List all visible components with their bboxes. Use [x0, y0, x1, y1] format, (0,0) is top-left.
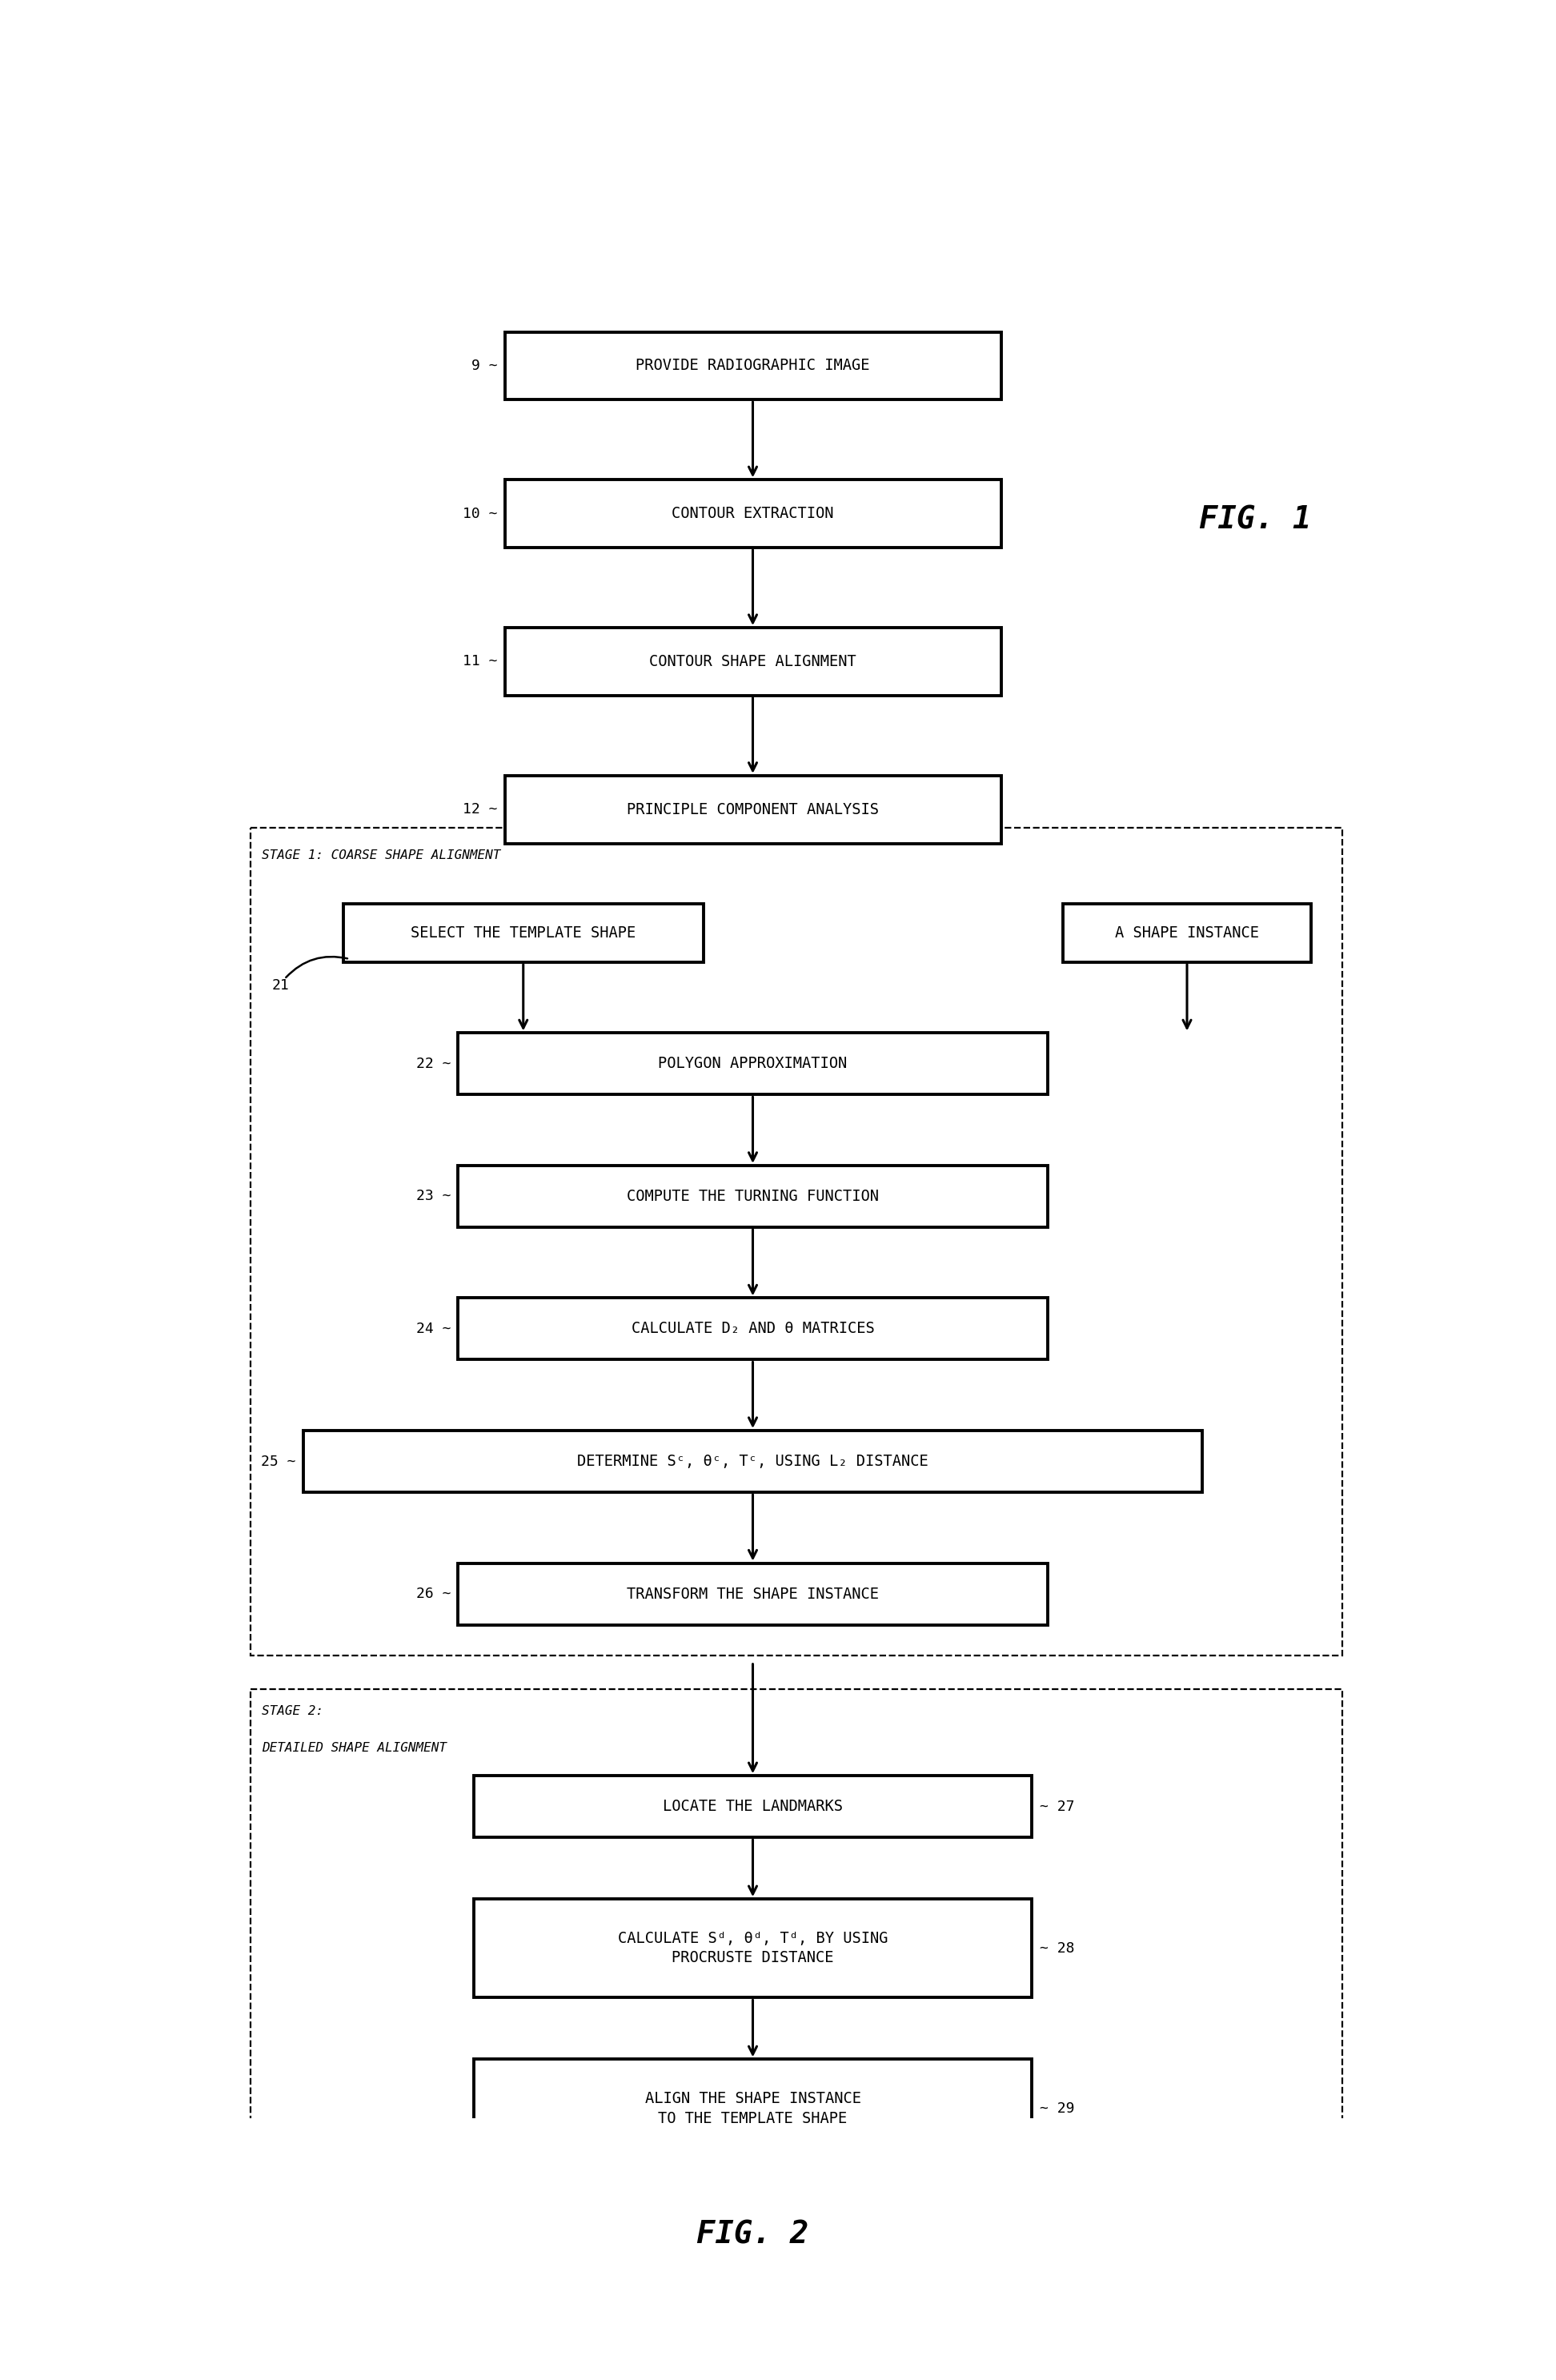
Text: 25 ~: 25 ~: [261, 1454, 296, 1468]
Text: 10 ~: 10 ~: [462, 507, 498, 521]
Text: STAGE 1: COARSE SHAPE ALIGNMENT: STAGE 1: COARSE SHAPE ALIGNMENT: [261, 850, 501, 862]
Text: ~ 28: ~ 28: [1039, 1942, 1074, 1956]
Text: DETAILED SHAPE ALIGNMENT: DETAILED SHAPE ALIGNMENT: [261, 1742, 447, 1754]
Text: CALCULATE Sᵈ, θᵈ, Tᵈ, BY USING
PROCRUSTE DISTANCE: CALCULATE Sᵈ, θᵈ, Tᵈ, BY USING PROCRUSTE…: [618, 1930, 888, 1966]
Text: ALIGN THE SHAPE INSTANCE
TO THE TEMPLATE SHAPE: ALIGN THE SHAPE INSTANCE TO THE TEMPLATE…: [644, 2092, 860, 2125]
Text: FIG. 1: FIG. 1: [1200, 505, 1312, 536]
Text: 26 ~: 26 ~: [415, 1587, 451, 1602]
Bar: [457, 1166, 1047, 1228]
Text: POLYGON APPROXIMATION: POLYGON APPROXIMATION: [658, 1057, 848, 1071]
Text: CALCULATE D₂ AND θ MATRICES: CALCULATE D₂ AND θ MATRICES: [632, 1321, 874, 1338]
Bar: [1063, 904, 1312, 962]
Text: CONTOUR SHAPE ALIGNMENT: CONTOUR SHAPE ALIGNMENT: [649, 654, 856, 669]
Text: PRINCIPLE COMPONENT ANALYSIS: PRINCIPLE COMPONENT ANALYSIS: [627, 802, 879, 816]
Text: 9 ~: 9 ~: [471, 359, 498, 374]
Text: 11 ~: 11 ~: [462, 654, 498, 669]
Bar: [473, 2059, 1032, 2159]
Text: 24 ~: 24 ~: [415, 1321, 451, 1335]
Bar: [504, 331, 1001, 400]
Text: DETERMINE Sᶜ, θᶜ, Tᶜ, USING L₂ DISTANCE: DETERMINE Sᶜ, θᶜ, Tᶜ, USING L₂ DISTANCE: [577, 1454, 929, 1468]
Text: LOCATE THE LANDMARKS: LOCATE THE LANDMARKS: [663, 1799, 843, 1814]
Text: A SHAPE INSTANCE: A SHAPE INSTANCE: [1116, 926, 1259, 940]
Text: ~ 27: ~ 27: [1039, 1799, 1074, 1814]
Text: 23 ~: 23 ~: [415, 1190, 451, 1204]
Text: ~ 29: ~ 29: [1039, 2102, 1074, 2116]
Bar: [457, 1033, 1047, 1095]
Bar: [504, 776, 1001, 843]
Text: COMPUTE THE TURNING FUNCTION: COMPUTE THE TURNING FUNCTION: [627, 1188, 879, 1204]
Text: 22 ~: 22 ~: [415, 1057, 451, 1071]
Bar: [457, 1564, 1047, 1626]
Bar: [504, 628, 1001, 695]
Text: SELECT THE TEMPLATE SHAPE: SELECT THE TEMPLATE SHAPE: [411, 926, 636, 940]
Bar: [504, 481, 1001, 547]
Text: 12 ~: 12 ~: [462, 802, 498, 816]
Bar: [303, 1430, 1203, 1492]
Text: TRANSFORM THE SHAPE INSTANCE: TRANSFORM THE SHAPE INSTANCE: [627, 1587, 879, 1602]
Text: FIG. 2: FIG. 2: [697, 2221, 809, 2249]
Text: PROVIDE RADIOGRAPHIC IMAGE: PROVIDE RADIOGRAPHIC IMAGE: [636, 357, 870, 374]
Bar: [473, 1775, 1032, 1837]
Text: STAGE 2:: STAGE 2:: [261, 1704, 324, 1716]
Bar: [457, 1297, 1047, 1359]
Text: 21: 21: [272, 978, 289, 992]
Bar: [473, 1899, 1032, 1997]
Bar: [344, 904, 703, 962]
Text: CONTOUR EXTRACTION: CONTOUR EXTRACTION: [672, 507, 834, 521]
